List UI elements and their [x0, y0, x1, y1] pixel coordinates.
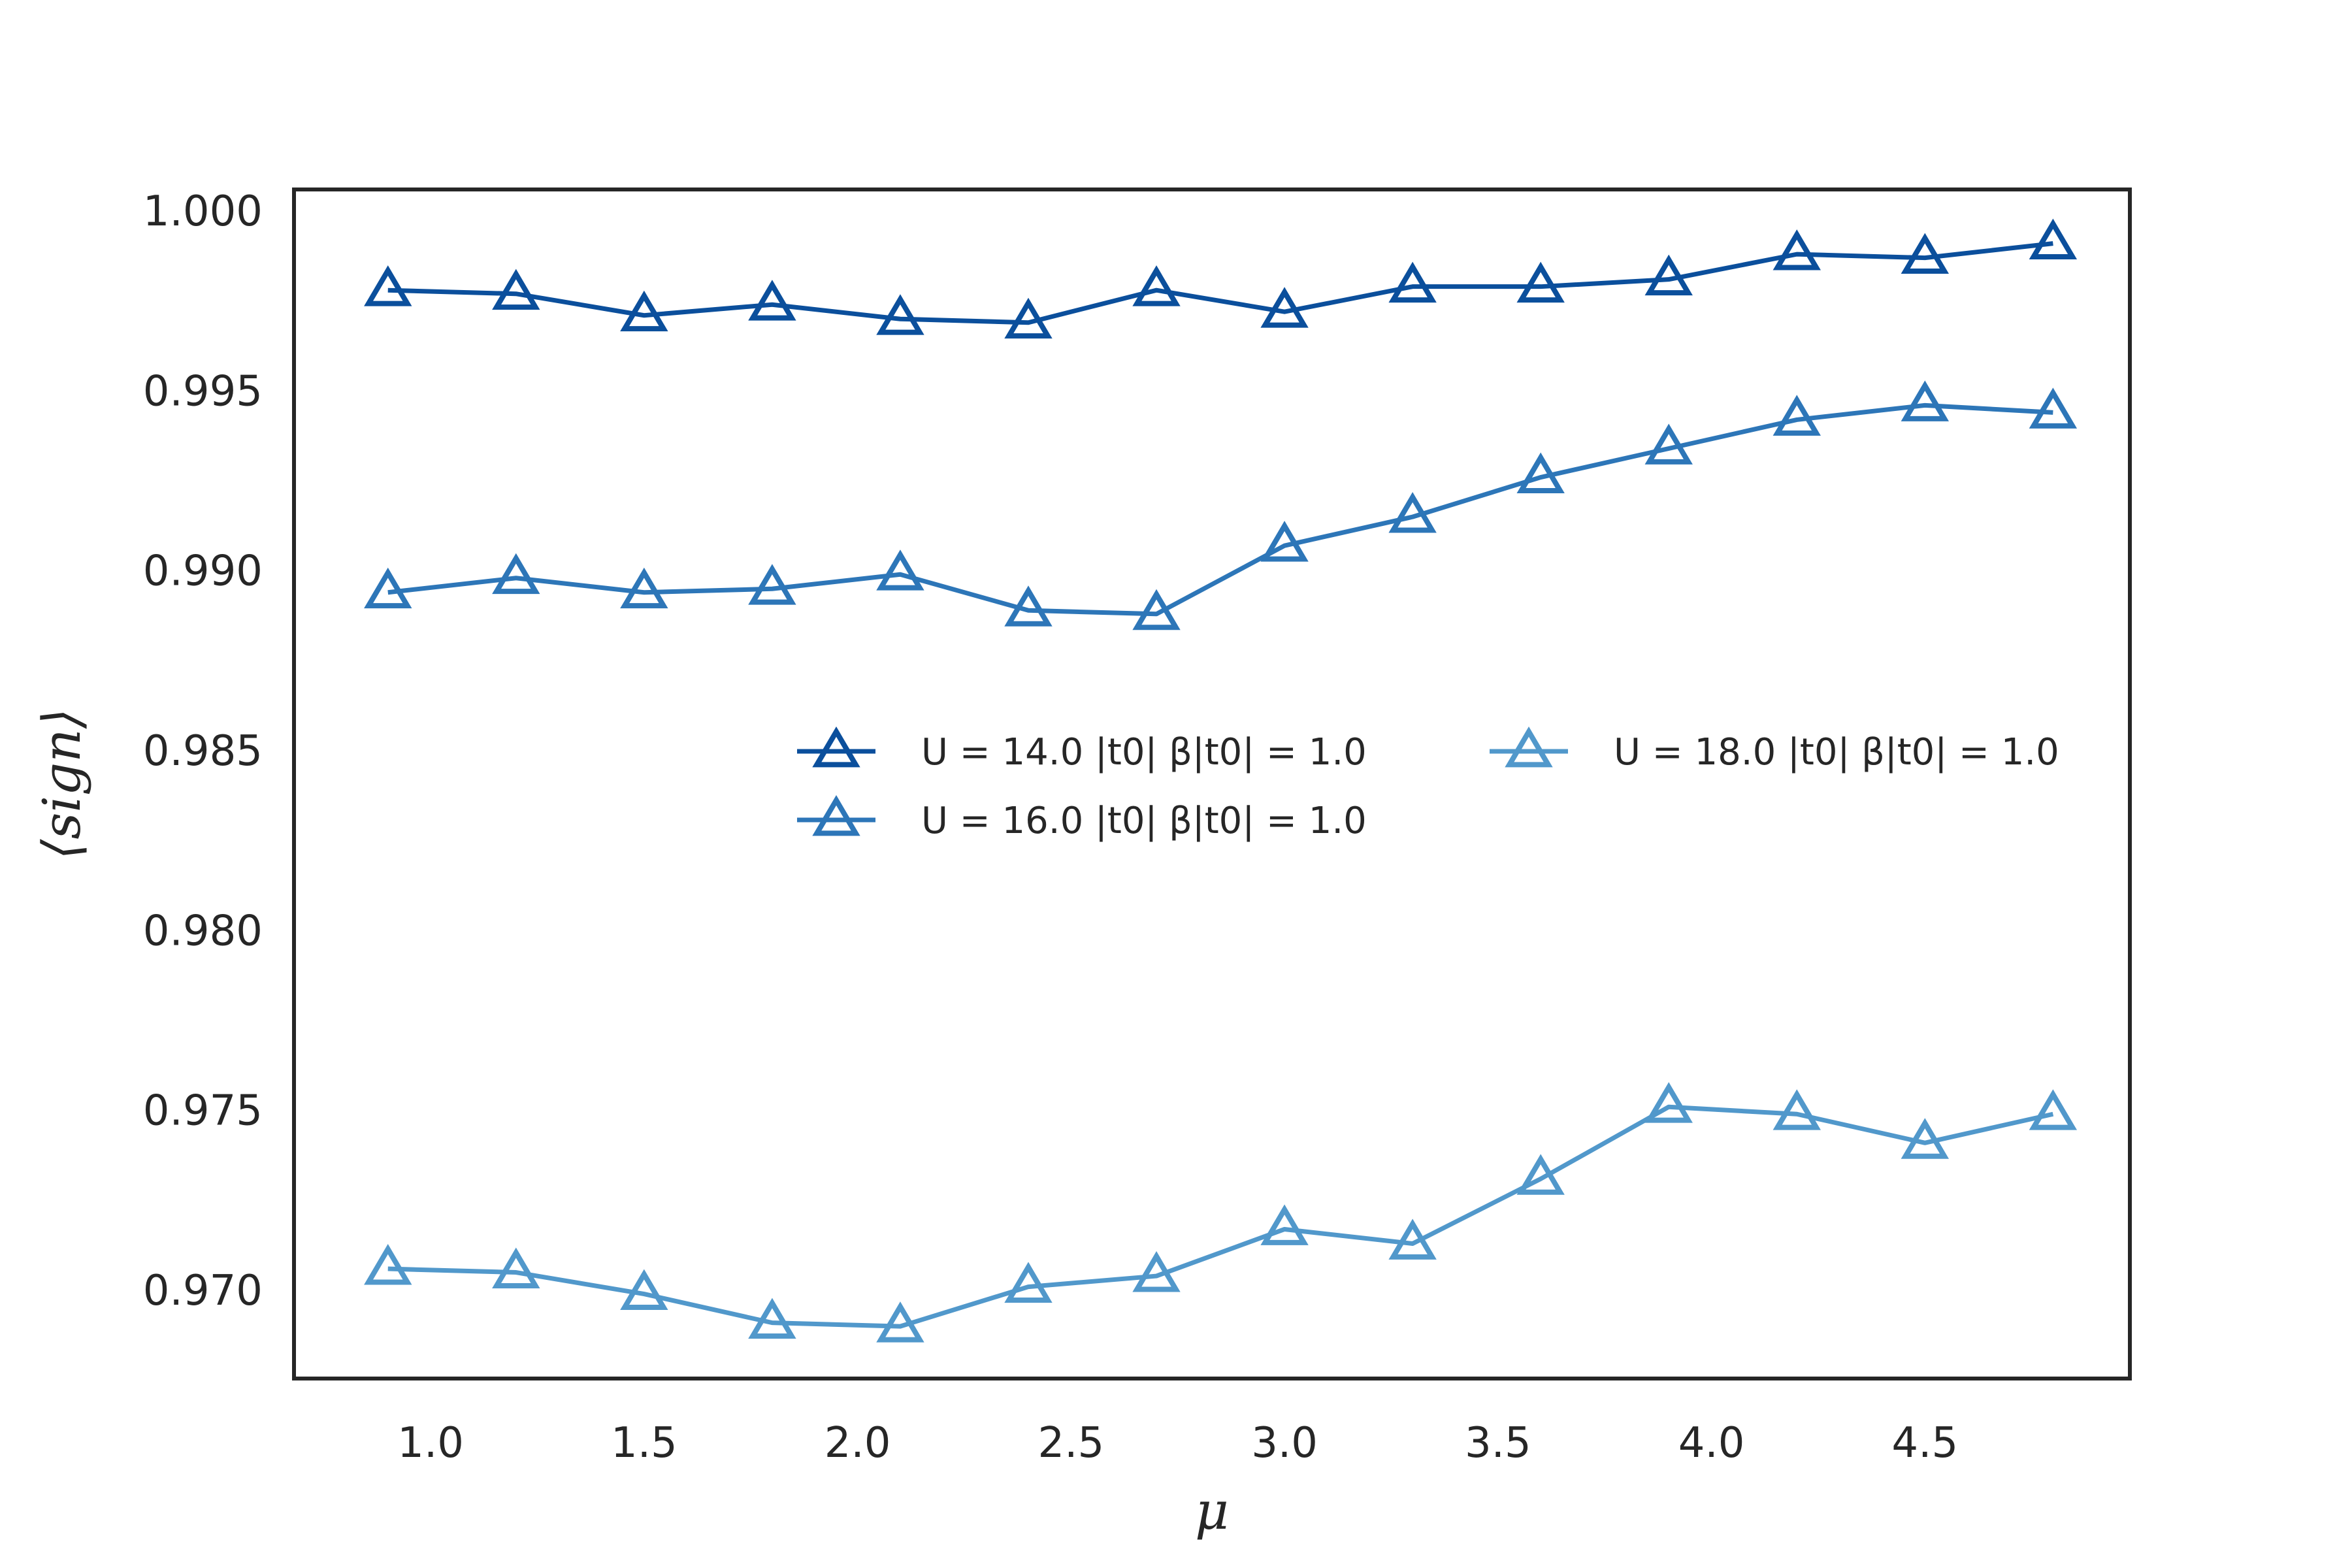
legend-marker	[812, 726, 860, 768]
series-line	[387, 241, 2053, 325]
data-point	[1516, 452, 1565, 493]
x-axis-ticks: 1.0 1.5 2.0 2.5 3.0 3.5 4.0 4.5	[397, 1419, 1958, 1467]
data-point	[1644, 1082, 1693, 1123]
data-point	[1004, 297, 1053, 339]
y-tick-label: 0.990	[143, 547, 263, 596]
series-1	[364, 218, 2078, 339]
series-line	[387, 1104, 2054, 1329]
data-point	[1772, 395, 1821, 436]
legend-label: U = 18.0 |t0| β|t0| = 1.0	[1614, 731, 2059, 774]
data-point	[1260, 1204, 1309, 1245]
x-tick-label: 3.0	[1251, 1419, 1318, 1467]
data-point	[1901, 1118, 1950, 1159]
data-point	[1644, 423, 1693, 465]
data-point	[876, 294, 924, 335]
legend-item: U = 14.0 |t0| β|t0| = 1.0	[797, 726, 1367, 774]
data-point	[876, 549, 924, 591]
y-tick-label: 0.985	[143, 727, 263, 776]
data-point	[1516, 261, 1565, 303]
data-point	[1132, 265, 1181, 306]
data-point	[1260, 287, 1309, 328]
data-point	[1901, 380, 1950, 421]
legend-item: U = 16.0 |t0| β|t0| = 1.0	[797, 794, 1367, 842]
data-point	[1004, 1262, 1053, 1303]
data-point	[492, 269, 540, 310]
legend: U = 14.0 |t0| β|t0| = 1.0 U = 16.0 |t0| β…	[797, 726, 2059, 842]
data-point	[2029, 1089, 2078, 1130]
data-point	[2029, 387, 2078, 429]
data-point	[876, 1301, 924, 1343]
legend-marker	[1505, 726, 1553, 768]
legend-label: U = 14.0 |t0| β|t0| = 1.0	[921, 731, 1367, 774]
data-point	[1516, 1154, 1565, 1195]
y-axis-ticks: 0.970 0.975 0.980 0.985 0.990 0.995 1.000	[143, 188, 263, 1315]
data-point	[364, 567, 412, 609]
legend-marker	[812, 794, 860, 836]
plot-background	[294, 189, 2130, 1379]
x-tick-label: 3.5	[1465, 1419, 1531, 1467]
data-point	[620, 567, 668, 609]
data-point	[748, 280, 796, 321]
series-layer	[364, 218, 2078, 1343]
data-point	[1772, 1089, 1821, 1130]
y-tick-label: 1.000	[143, 188, 263, 236]
x-tick-label: 4.5	[1891, 1419, 1958, 1467]
data-point	[1644, 254, 1693, 296]
x-tick-label: 4.0	[1678, 1419, 1745, 1467]
x-tick-label: 2.5	[1037, 1419, 1104, 1467]
legend-label: U = 16.0 |t0| β|t0| = 1.0	[921, 800, 1367, 842]
data-point	[620, 1269, 668, 1311]
plot-frame	[292, 188, 2132, 1380]
x-axis-label: μ	[1195, 1480, 1229, 1541]
series-2	[364, 380, 2078, 630]
data-point	[1132, 589, 1181, 630]
series-line	[387, 402, 2053, 617]
data-point	[1388, 1218, 1437, 1260]
x-tick-label: 1.0	[397, 1419, 464, 1467]
data-point	[492, 1247, 540, 1288]
data-point	[1388, 261, 1437, 303]
y-axis-label: ⟨sign⟩	[31, 708, 92, 860]
x-tick-label: 2.0	[825, 1419, 891, 1467]
x-tick-label: 1.5	[611, 1419, 678, 1467]
y-tick-label: 0.995	[143, 367, 263, 416]
data-point	[620, 290, 668, 332]
data-point	[364, 1244, 412, 1285]
y-tick-label: 0.975	[143, 1087, 263, 1135]
data-point	[1388, 492, 1437, 533]
data-point	[1260, 521, 1309, 562]
data-point	[1004, 585, 1053, 627]
y-tick-label: 0.970	[143, 1267, 263, 1315]
data-point	[492, 553, 540, 595]
data-point	[748, 564, 796, 605]
data-point	[748, 1298, 796, 1339]
data-point	[1772, 229, 1821, 270]
series-3	[364, 1082, 2078, 1343]
data-point	[1901, 233, 1950, 274]
y-tick-label: 0.980	[143, 907, 263, 955]
data-point	[364, 265, 412, 306]
data-point	[2029, 218, 2078, 260]
legend-item: U = 18.0 |t0| β|t0| = 1.0	[1490, 726, 2059, 774]
data-point	[1132, 1251, 1181, 1292]
